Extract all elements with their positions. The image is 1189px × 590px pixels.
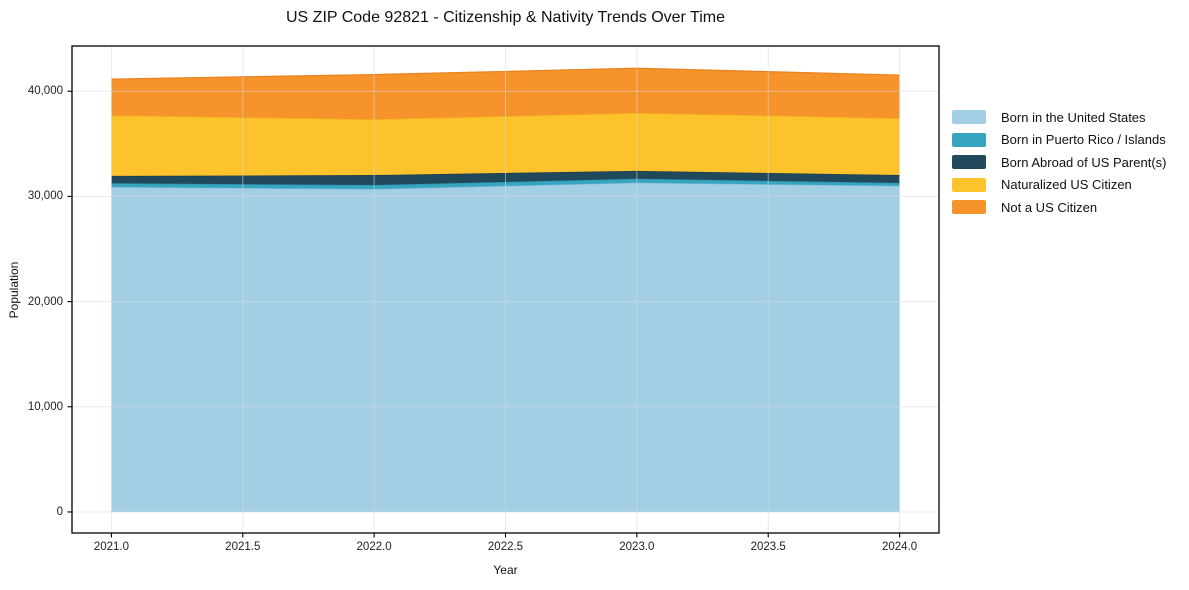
legend-item-not-a-us-citizen: Not a US Citizen — [952, 199, 1166, 215]
legend-swatch-icon — [952, 110, 986, 124]
legend-swatch-icon — [952, 200, 986, 214]
x-tick-label: 2023.5 — [750, 541, 786, 553]
legend-swatch-icon — [952, 132, 986, 147]
x-tick-label: 2022.5 — [487, 541, 524, 553]
legend-label: Born in Puerto Rico / Islands — [1001, 132, 1166, 147]
y-tick-label: 10,000 — [27, 400, 63, 413]
y-tick-label: 40,000 — [27, 85, 63, 98]
x-tick-label: 2021.0 — [93, 541, 129, 553]
legend-label: Born Abroad of US Parent(s) — [1001, 154, 1167, 170]
y-tick-label: 20,000 — [27, 295, 63, 308]
legend-swatch-icon — [952, 177, 986, 192]
legend: Born in the United States Born in Puerto … — [952, 110, 1166, 223]
legend-item-born-in-the-united-states: Born in the United States — [952, 109, 1166, 125]
y-tick-label: 30,000 — [27, 190, 63, 203]
x-tick-label: 2024.0 — [881, 541, 918, 553]
legend-swatch-icon — [952, 155, 986, 169]
legend-item-born-abroad-of-us-parent-s: Born Abroad of US Parent(s) — [952, 154, 1167, 170]
y-axis-label: Population — [7, 261, 21, 319]
y-tick-label: 0 — [56, 505, 63, 518]
legend-item-naturalized-us-citizen: Naturalized US Citizen — [952, 177, 1166, 192]
legend-label: Naturalized US Citizen — [1001, 177, 1132, 192]
x-tick-label: 2021.5 — [225, 541, 261, 553]
legend-label: Not a US Citizen — [1001, 199, 1098, 215]
legend-item-born-in-puerto-rico-islands: Born in Puerto Rico / Islands — [952, 132, 1166, 147]
x-axis-label: Year — [493, 563, 518, 577]
x-tick-label: 2022.0 — [356, 541, 392, 553]
legend-label: Born in the United States — [1001, 109, 1146, 125]
x-tick-label: 2023.0 — [619, 541, 655, 553]
chart-title: US ZIP Code 92821 - Citizenship & Nativi… — [286, 9, 725, 26]
